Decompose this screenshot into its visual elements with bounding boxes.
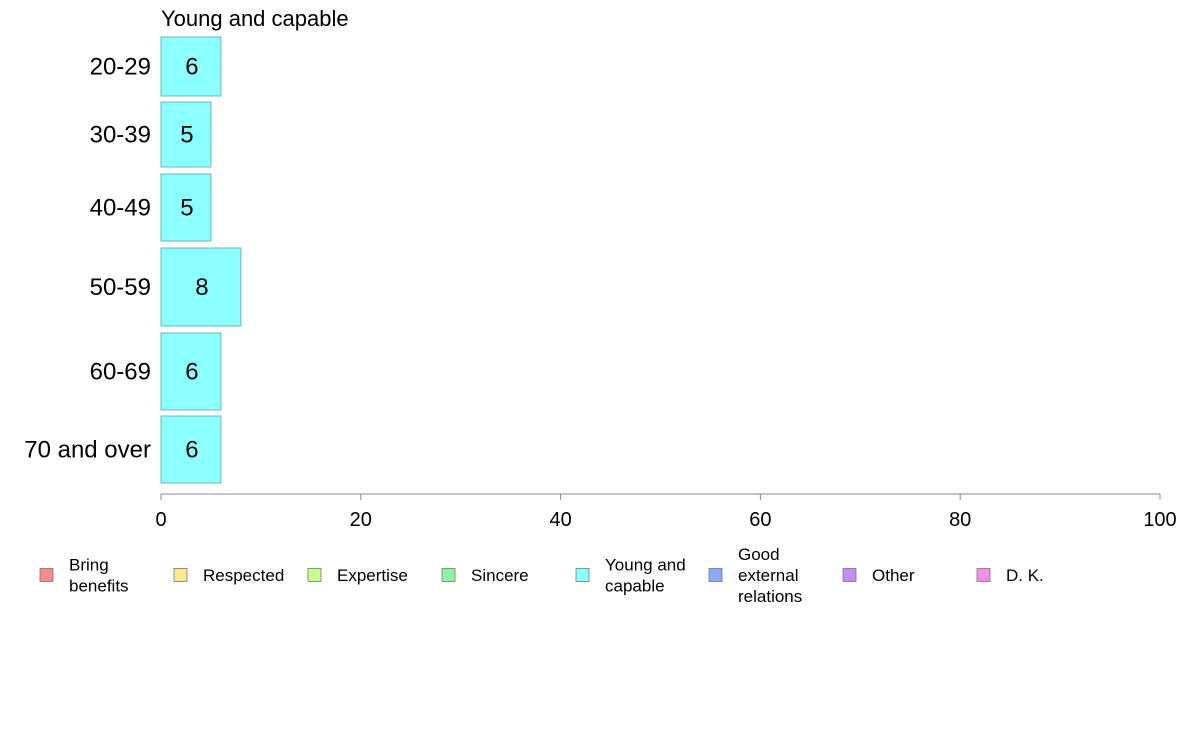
legend-swatch: [307, 568, 322, 582]
legend-label: Other: [872, 566, 915, 585]
x-tick-label: 60: [749, 509, 771, 531]
x-tick-label: 80: [949, 509, 971, 531]
legend-swatch: [441, 568, 456, 582]
legend-swatch: [173, 568, 188, 582]
x-axis: 0 20 40 60 80 100: [155, 493, 1177, 531]
bar-40-49: [160, 173, 212, 242]
x-tick-label: 40: [549, 509, 571, 531]
bar-value-label: 8: [195, 274, 208, 301]
bar-20-29: [160, 36, 222, 97]
legend-swatch: [575, 568, 590, 582]
legend-swatch: [39, 568, 54, 582]
x-tick-label: 20: [350, 509, 372, 531]
category-label: 60-69: [90, 359, 151, 386]
bar-60-69: [160, 332, 222, 411]
x-tick-label: 100: [1143, 509, 1176, 531]
legend-swatch: [976, 568, 991, 582]
category-label: 40-49: [90, 195, 151, 222]
bar-value-label: 6: [185, 359, 198, 386]
category-label: 70 and over: [24, 437, 151, 464]
bar-value-label: 5: [180, 195, 193, 222]
bars-layer: 6 20-29 5 30-39 5 40-49 8 50-59 6 60-69 6 70 and ov…: [24, 36, 242, 484]
legend-label: Sincere: [471, 566, 529, 585]
category-label: 30-39: [90, 122, 151, 149]
legend-label: Respected: [203, 566, 284, 585]
legend-label: D. K.: [1006, 566, 1044, 585]
bar-70-and-over: [160, 415, 222, 484]
legend: Bring benefits Respected Expertise Sincere Yo…: [39, 545, 1044, 606]
legend-label: Bring benefits: [69, 556, 129, 596]
legend-swatch: [842, 568, 857, 582]
chart-title: Young and capable: [161, 6, 349, 31]
category-label: 20-29: [90, 54, 151, 81]
bar-value-label: 6: [185, 54, 198, 81]
bar-value-label: 5: [180, 122, 193, 149]
legend-swatch: [708, 568, 723, 582]
legend-label: Good external relations: [738, 545, 802, 606]
x-tick-label: 0: [155, 509, 166, 531]
legend-label: Expertise: [337, 566, 408, 585]
legend-label: Young and capable: [605, 556, 686, 596]
category-label: 50-59: [90, 274, 151, 301]
bar-value-label: 6: [185, 437, 198, 464]
bar-30-39: [160, 101, 212, 168]
bar-50-59: [160, 247, 242, 327]
